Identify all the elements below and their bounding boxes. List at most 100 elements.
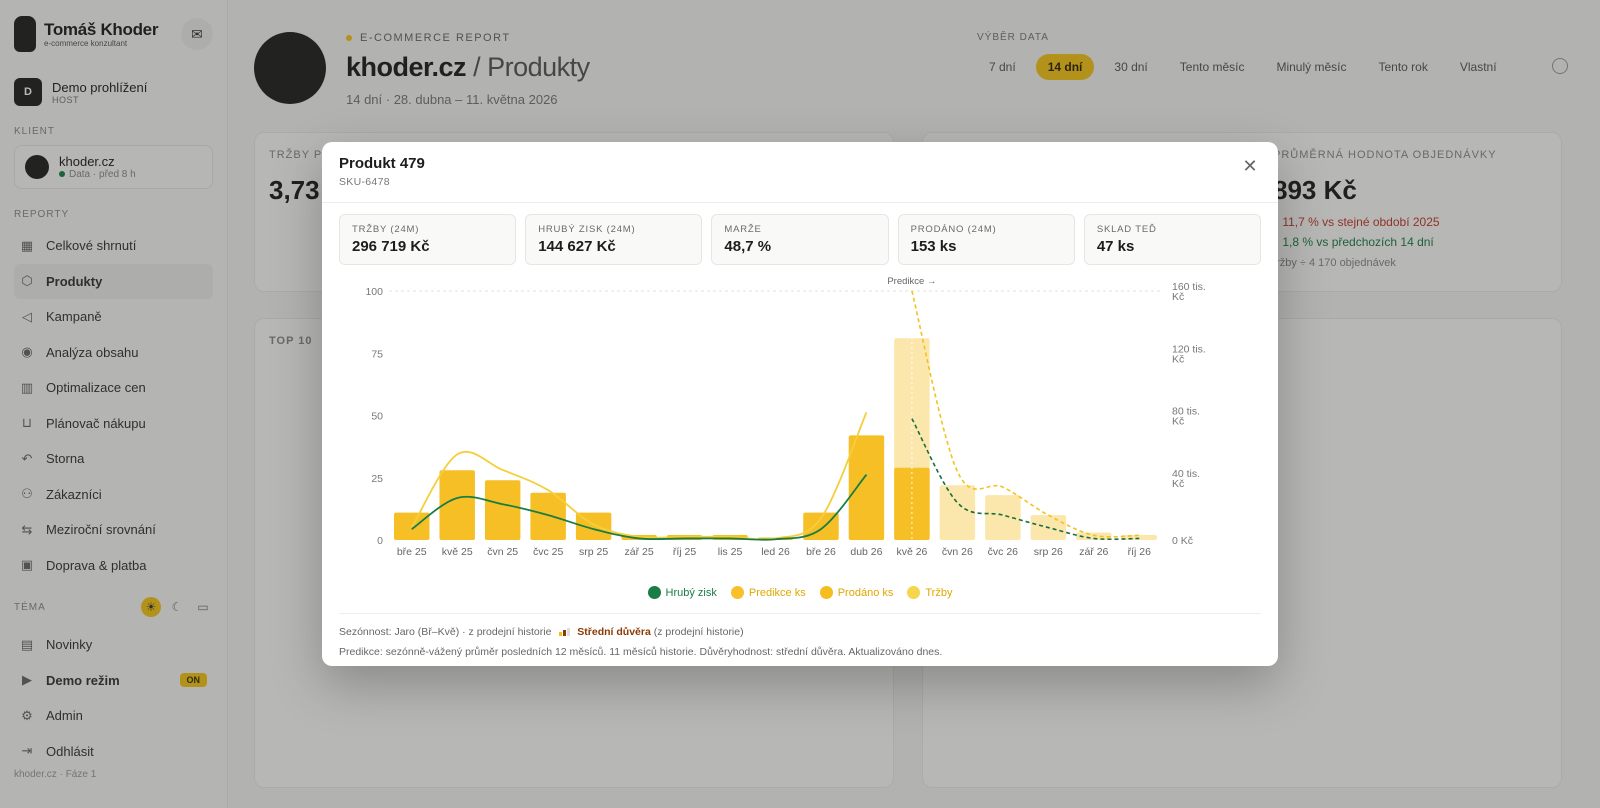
- kpi-card: HRUBÝ ZISK (24M) 144 627 Kč: [525, 214, 703, 265]
- sidebar-item-label: Produkty: [46, 273, 103, 289]
- client-section-label: KLIENT: [14, 126, 56, 137]
- sidebar-item[interactable]: ⊔ Plánovač nákupu: [14, 406, 213, 442]
- x-tick-label: říj 26: [1128, 546, 1152, 558]
- x-tick-label: bře 26: [806, 546, 836, 558]
- user-role: HOST: [52, 94, 80, 105]
- x-tick-label: říj 25: [673, 546, 697, 558]
- broadcast-icon: ◉: [21, 344, 33, 360]
- close-icon[interactable]: ✕: [1242, 156, 1258, 176]
- sidebar-item[interactable]: ▦ Celkové shrnutí: [14, 228, 213, 264]
- brand-logo: [14, 16, 36, 52]
- sidebar-item-label: Meziroční srovnání: [46, 522, 156, 538]
- range-tab[interactable]: Minulý měsíc: [1276, 60, 1347, 74]
- range-tab[interactable]: 14 dní: [1035, 54, 1095, 80]
- sun-icon[interactable]: ☀: [141, 597, 161, 617]
- x-tick-label: kvě 26: [896, 546, 927, 558]
- sidebar-item-label: Optimalizace cen: [46, 380, 146, 396]
- sidebar-item[interactable]: ▤ Novinky: [14, 627, 213, 663]
- bar-sold: [530, 492, 566, 540]
- x-tick-label: srp 26: [1034, 546, 1063, 558]
- aov-label: PRŮMĚRNÁ HODNOTA OBJEDNÁVKY: [1273, 149, 1497, 161]
- bar-prediction: [939, 485, 976, 540]
- reports-nav: ▦ Celkové shrnutí ⬡ Produkty ◁ Kampaně ◉ Analýz…: [14, 228, 213, 583]
- range-tab[interactable]: Tento rok: [1378, 60, 1428, 74]
- kpi-row: TRŽBY (24M) 296 719 Kč HRUBÝ ZISK (24M) 144…: [322, 203, 1278, 265]
- y-left-tick-label: 50: [371, 411, 383, 423]
- y-right-tick-label: Kč: [1172, 291, 1184, 303]
- client-logo-large: [254, 32, 326, 104]
- x-tick-label: čvc 26: [988, 546, 1019, 558]
- sidebar-item[interactable]: ⇆ Meziroční srovnání: [14, 512, 213, 548]
- range-tab[interactable]: Vlastní: [1459, 60, 1497, 74]
- revenue-prediction-line: [911, 290, 1140, 538]
- news-icon: ▤: [20, 636, 34, 652]
- x-tick-label: zář 26: [1079, 546, 1108, 558]
- y-right-tick-label: 40 tis.: [1172, 468, 1200, 480]
- monitor-icon[interactable]: ▭: [197, 600, 209, 614]
- users-icon: ⚇: [21, 486, 33, 502]
- sidebar-item[interactable]: ⬡ Produkty: [14, 263, 213, 299]
- legend-item[interactable]: Tržby: [907, 586, 952, 599]
- legend-label: Hrubý zisk: [665, 586, 717, 599]
- sidebar-item-label: Storna: [46, 451, 85, 467]
- brand-name: Tomáš Khoder: [44, 20, 159, 39]
- y-left-tick-label: 25: [371, 473, 383, 485]
- play-icon: ▶: [22, 672, 32, 688]
- logout-icon: ⇥: [21, 743, 33, 759]
- avatar: D: [14, 78, 42, 106]
- legend-item[interactable]: Hrubý zisk: [647, 586, 717, 599]
- help-icon[interactable]: [1552, 58, 1568, 74]
- client-meta: Data · před 8 h: [59, 169, 136, 180]
- sidebar-item[interactable]: ◉ Analýza obsahu: [14, 335, 213, 371]
- kpi-label: SKLAD TEĎ: [1096, 224, 1157, 235]
- moon-icon[interactable]: ☾: [171, 600, 183, 614]
- sidebar-item[interactable]: ▶ Demo režim ON: [14, 663, 213, 699]
- legend-swatch: [730, 586, 744, 599]
- range-tab[interactable]: 30 dní: [1114, 60, 1148, 74]
- x-tick-label: lis 25: [718, 546, 743, 558]
- sidebar-item-label: Admin: [46, 708, 83, 724]
- kpi-label: PRODÁNO (24M): [910, 224, 997, 235]
- brand-subtitle: e-commerce konzultant: [44, 39, 128, 48]
- kpi-value: 48,7 %: [724, 238, 772, 255]
- mail-icon[interactable]: ✉: [181, 18, 213, 50]
- y-right-tick-label: 80 tis.: [1172, 406, 1200, 418]
- range-label: VÝBĚR DATA: [977, 32, 1049, 43]
- modal-footer: Sezónnost: Jaro (Bř–Kvě) · z prodejní hi…: [339, 613, 1261, 662]
- sidebar-item[interactable]: ▥ Optimalizace cen: [14, 370, 213, 406]
- sidebar-item-label: Novinky: [46, 637, 93, 653]
- sidebar: Tomáš Khoder e-commerce konzultant ✉ D D…: [0, 0, 228, 808]
- status-dot: [59, 171, 65, 177]
- range-tab[interactable]: 7 dní: [989, 60, 1016, 74]
- kpi-card: SKLAD TEĎ 47 ks: [1083, 214, 1262, 265]
- y-right-tick-label: 0 Kč: [1172, 535, 1193, 547]
- sidebar-item[interactable]: ◁ Kampaně: [14, 299, 213, 335]
- product-detail-modal: Produkt 479 SKU-6478 ✕ TRŽBY (24M) 296 71…: [322, 142, 1278, 666]
- bar-prediction: [1121, 535, 1157, 540]
- sidebar-item[interactable]: ↶ Storna: [14, 441, 213, 477]
- gear-icon: ⚙: [21, 707, 33, 723]
- user-profile[interactable]: D Demo prohlížení HOST: [14, 78, 213, 106]
- client-selector[interactable]: khoder.cz Data · před 8 h: [14, 145, 213, 189]
- y-right-tick-label: Kč: [1172, 353, 1184, 365]
- sidebar-item-label: Demo režim: [46, 672, 120, 688]
- sidebar-item-label: Celkové shrnutí: [46, 238, 137, 254]
- legend-item[interactable]: Predikce ks: [730, 586, 806, 599]
- grid-icon: ▦: [20, 237, 34, 253]
- reports-section-label: REPORTY: [14, 209, 70, 220]
- bottom-nav: ▤ Novinky ▶ Demo režim ON ⚙ Admin ⇥ Odhlásit: [14, 627, 213, 769]
- kpi-card: MARŽE 48,7 %: [711, 214, 889, 265]
- aov-value: 893 Kč: [1273, 175, 1357, 205]
- sidebar-item[interactable]: ⇥ Odhlásit: [14, 734, 213, 770]
- x-tick-label: čvc 25: [533, 546, 564, 558]
- prediction-label: Predikce →: [887, 276, 936, 287]
- sidebar-item[interactable]: ⚙ Admin: [14, 698, 213, 734]
- sidebar-footer: khoder.cz · Fáze 1: [14, 769, 97, 780]
- chart-legend: Hrubý zisk Predikce ks Prodáno ks Tržby: [322, 586, 1278, 599]
- range-tab[interactable]: Tento měsíc: [1179, 60, 1245, 74]
- sidebar-item[interactable]: ⚇ Zákazníci: [14, 477, 213, 513]
- y-right-tick-label: Kč: [1172, 416, 1184, 428]
- sidebar-item[interactable]: ▣ Doprava & platba: [14, 548, 213, 584]
- brand[interactable]: Tomáš Khoder e-commerce konzultant ✉: [14, 14, 213, 54]
- legend-item[interactable]: Prodáno ks: [819, 586, 893, 599]
